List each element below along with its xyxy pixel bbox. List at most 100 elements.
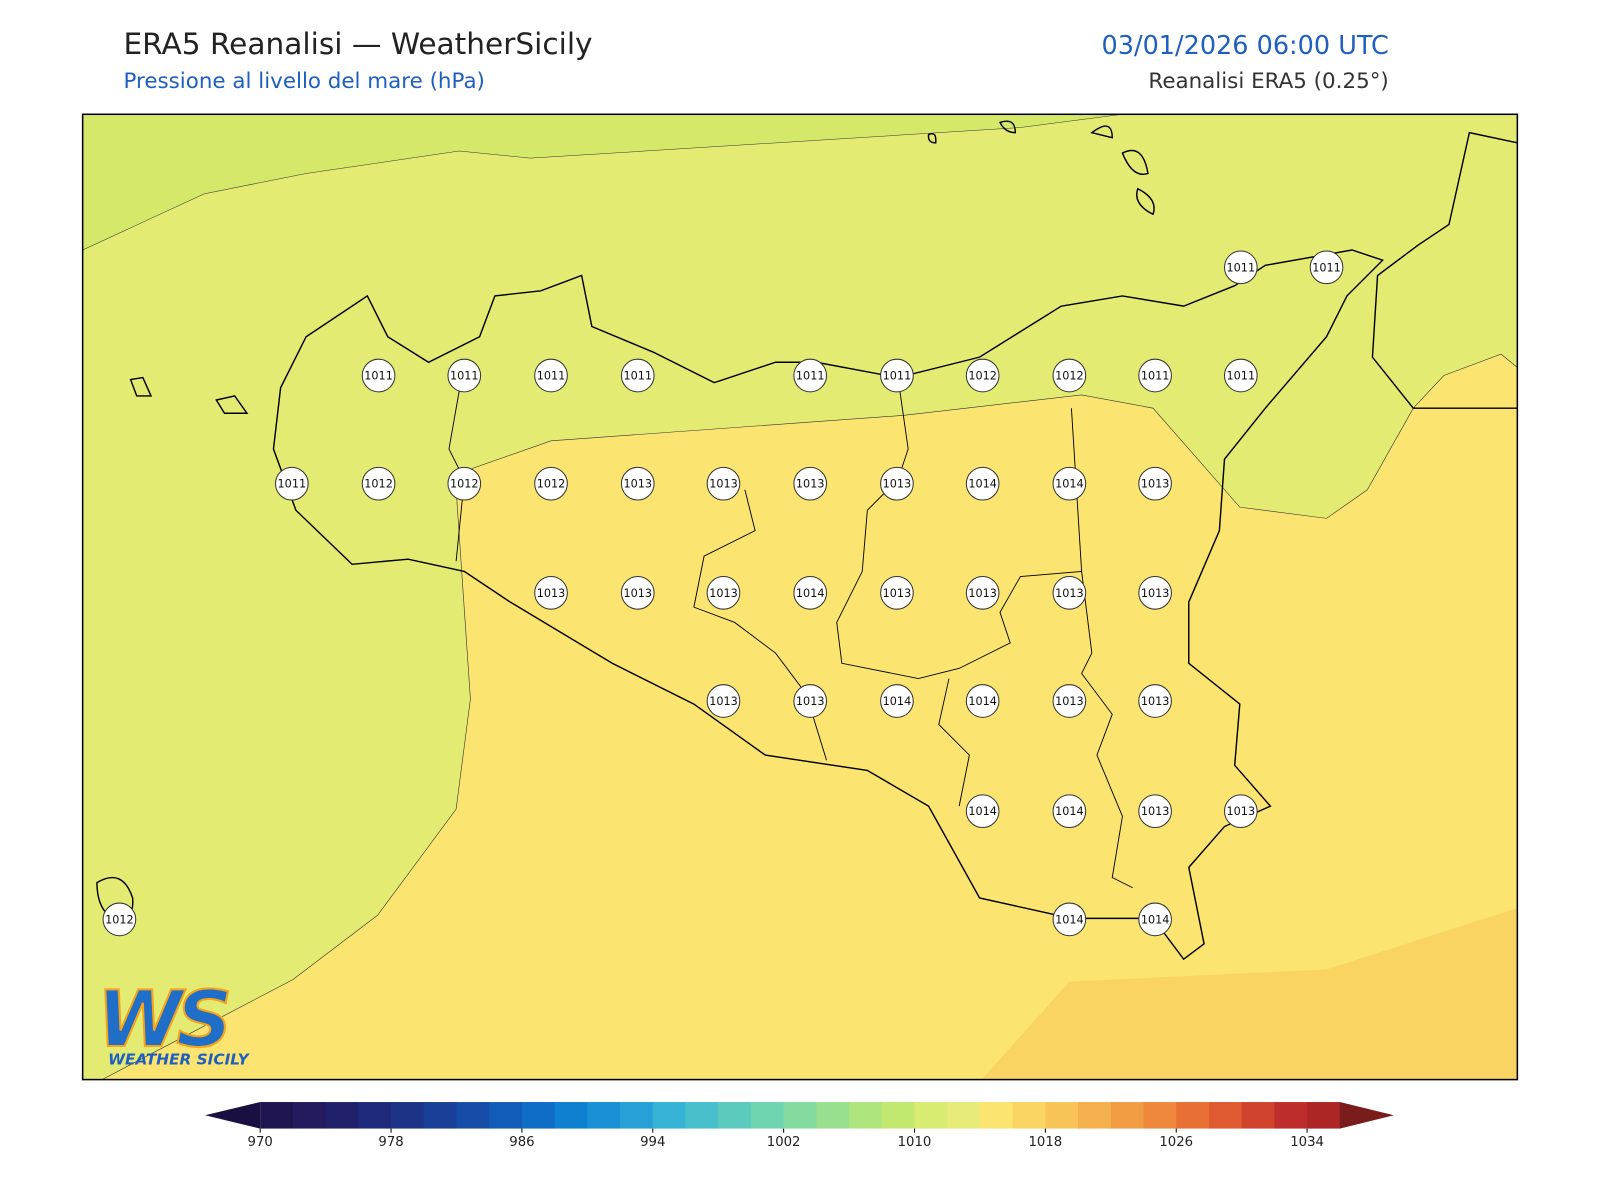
colorbar-segment: [881, 1102, 916, 1129]
station-marker: [534, 576, 568, 610]
station-label: 1013: [968, 587, 997, 600]
colorbar-segment: [620, 1102, 654, 1129]
station-label: 1014: [968, 805, 997, 818]
colorbar-segment: [1078, 1102, 1112, 1129]
subtitle: Pressione al livello del mare (hPa): [123, 69, 484, 94]
colorbar-segment: [1307, 1102, 1341, 1129]
station-marker: [793, 466, 828, 501]
station-label: 1013: [1141, 587, 1170, 600]
colorbar-tick-label: 994: [640, 1135, 665, 1150]
station-marker: [1052, 576, 1087, 610]
colorbar-tick-label: 1002: [767, 1135, 801, 1150]
station-marker: [1223, 358, 1258, 393]
title: ERA5 Reanalisi — WeatherSicily: [123, 27, 592, 61]
station-label: 1013: [796, 478, 825, 491]
station-label: 1014: [883, 695, 912, 708]
station-label: 1013: [537, 587, 566, 600]
station-marker: [706, 684, 741, 718]
station-marker: [1138, 794, 1172, 829]
station-label: 1012: [1055, 370, 1084, 383]
station-label: 1011: [1312, 261, 1341, 274]
station-marker: [1138, 358, 1172, 393]
station-marker: [793, 576, 828, 610]
colorbar-segment: [587, 1102, 621, 1129]
station-marker: [880, 358, 914, 393]
station-marker: [793, 684, 828, 718]
colorbar-segment: [1241, 1102, 1275, 1129]
station-marker: [880, 684, 914, 718]
colorbar-segment: [1110, 1102, 1145, 1129]
station-marker: [620, 358, 655, 393]
colorbar-segment: [685, 1102, 719, 1129]
datetime: 03/01/2026 06:00 UTC: [1102, 31, 1389, 61]
source: Reanalisi ERA5 (0.25°): [1148, 69, 1388, 94]
station-marker: [620, 576, 655, 610]
station-label: 1013: [1141, 805, 1170, 818]
station-label: 1013: [1055, 587, 1084, 600]
station-marker: [447, 358, 482, 393]
station-label: 1013: [1141, 478, 1170, 491]
station-label: 1014: [796, 587, 825, 600]
station-label: 1014: [1055, 805, 1084, 818]
station-marker: [1138, 902, 1172, 937]
station-marker: [1309, 250, 1344, 285]
station-label: 1012: [537, 478, 566, 491]
colorbar-segment: [358, 1102, 392, 1129]
field-1008: [82, 114, 1123, 251]
logo-name: WEATHER SICILY: [108, 1050, 250, 1068]
station-label: 1014: [1055, 913, 1084, 926]
colorbar-segment: [554, 1102, 588, 1129]
colorbar-segment: [914, 1102, 948, 1129]
colorbar-over: [1339, 1102, 1394, 1129]
colorbar-segment: [1045, 1102, 1079, 1129]
station-marker: [361, 466, 396, 501]
colorbar-segment: [849, 1102, 883, 1129]
station-label: 1011: [450, 370, 479, 383]
station-label: 1013: [796, 695, 825, 708]
station-label: 1011: [796, 370, 825, 383]
station-marker: [1138, 576, 1172, 610]
station-label: 1012: [968, 370, 997, 383]
colorbar-tick-label: 1026: [1159, 1135, 1193, 1150]
colorbar-tick-label: 1034: [1290, 1135, 1324, 1150]
station-label: 1013: [1141, 695, 1170, 708]
station-marker: [102, 902, 137, 937]
colorbar-segment: [456, 1102, 490, 1129]
map-frame: [81, 113, 1519, 1081]
station-marker: [965, 684, 1000, 718]
station-marker: [1052, 794, 1087, 829]
colorbar-segment: [783, 1102, 817, 1129]
colorbar-segment: [1143, 1102, 1177, 1129]
station-marker: [1138, 466, 1172, 501]
station-label: 1013: [709, 695, 738, 708]
colorbar-segment: [1176, 1102, 1210, 1129]
station-label: 1013: [883, 587, 912, 600]
colorbar-segment: [1274, 1102, 1308, 1129]
colorbar-segment: [979, 1102, 1014, 1129]
station-marker: [620, 466, 655, 501]
station-label: 1014: [1141, 913, 1170, 926]
station-label: 1011: [623, 370, 652, 383]
colorbar-segment: [521, 1102, 556, 1129]
logo-mark: WS: [97, 975, 228, 1065]
station-marker: [275, 466, 309, 501]
colorbar-tick-label: 1018: [1028, 1135, 1062, 1150]
coastline: [96, 120, 1518, 961]
station-label: 1011: [364, 370, 393, 383]
colorbar-segment: [325, 1102, 359, 1129]
station-marker: [706, 576, 741, 610]
station-label: 1012: [450, 478, 479, 491]
station-marker: [534, 358, 568, 393]
station-label: 1013: [623, 478, 652, 491]
station-label: 1013: [709, 478, 738, 491]
colorbar-segment: [750, 1102, 785, 1129]
station-label: 1013: [1055, 695, 1084, 708]
station-label: 1011: [1227, 370, 1256, 383]
station-label: 1013: [883, 478, 912, 491]
station-marker: [1052, 902, 1087, 937]
station-label: 1013: [709, 587, 738, 600]
station-label: 1013: [623, 587, 652, 600]
colorbar: 970 978 986 994 1002 1010 1018 1026 1034: [205, 1102, 1394, 1150]
station-label: 1013: [1227, 805, 1256, 818]
